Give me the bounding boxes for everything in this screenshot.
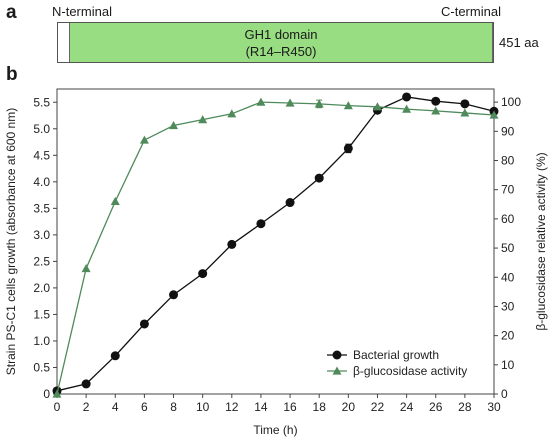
series-line	[56, 96, 495, 392]
data-point	[227, 109, 237, 118]
series-beta-glucosidase	[52, 97, 499, 398]
y-tick-label: 3.5	[33, 201, 50, 215]
x-tick-label: 30	[487, 400, 501, 414]
data-point	[285, 198, 295, 208]
data-point	[402, 92, 412, 102]
y-tick-label: 1.5	[33, 307, 50, 321]
x-tick-label: 28	[458, 400, 472, 414]
c-terminal-label: C-terminal	[441, 4, 501, 19]
y2-tick-label: 80	[501, 154, 515, 168]
data-point	[169, 120, 179, 130]
plot-frame	[56, 88, 495, 395]
axes: 0 2 4 6 8 10 12 14 16 18 20 22 24 26 28 3000.51.01.52.0…	[4, 88, 548, 437]
data-point	[343, 143, 353, 153]
data-point	[431, 96, 441, 106]
x-axis-label: Time (h)	[253, 423, 297, 437]
data-point	[285, 98, 295, 107]
x-tick-label: 24	[400, 400, 414, 414]
y2-tick-label: 0	[501, 387, 508, 401]
data-point	[110, 196, 120, 205]
x-tick-label: 18	[313, 400, 327, 414]
data-point	[460, 99, 470, 109]
y2-tick-label: 100	[501, 95, 521, 109]
y-tick-label: 2.0	[33, 281, 50, 295]
y-tick-label: 1.0	[33, 334, 50, 348]
data-point	[139, 319, 149, 329]
y2-tick-label: 20	[501, 329, 515, 343]
y2-tick-label: 90	[501, 124, 515, 138]
y2-tick-label: 30	[501, 299, 515, 313]
y-tick-label: 5.5	[33, 95, 50, 109]
data-point	[314, 173, 324, 183]
gh1-domain-box: GH1 domain (R14–R450)	[69, 23, 493, 62]
y-tick-label: 4.5	[33, 148, 50, 162]
data-point	[198, 115, 208, 124]
y-tick-label: 2.5	[33, 254, 50, 268]
domain-range: (R14–R450)	[245, 44, 317, 59]
panel-b-label: b	[6, 64, 18, 85]
chart-marks	[52, 92, 499, 398]
x-tick-label: 4	[112, 400, 119, 414]
y2-tick-label: 10	[501, 358, 515, 372]
y-axis-label: Strain PS-C1 cells growth (absorbance at…	[4, 108, 18, 375]
y2-tick-label: 40	[501, 270, 515, 284]
y2-tick-label: 50	[501, 241, 515, 255]
y-tick-label: 0	[43, 387, 50, 401]
x-tick-label: 16	[283, 400, 297, 414]
legend: Bacterial growth β-glucosidase activity	[327, 348, 467, 378]
x-tick-label: 14	[254, 400, 268, 414]
legend-marker	[332, 350, 342, 360]
y2-tick-label: 60	[501, 212, 515, 226]
data-point	[52, 389, 62, 398]
panel-a-label: a	[6, 2, 17, 23]
data-point	[81, 379, 91, 389]
x-tick-label: 26	[429, 400, 443, 414]
data-point	[402, 104, 412, 113]
data-point	[81, 263, 91, 273]
data-point	[256, 97, 266, 106]
x-tick-label: 10	[196, 400, 210, 414]
x-tick-label: 8	[170, 400, 177, 414]
data-point	[372, 102, 382, 111]
x-tick-label: 12	[225, 400, 239, 414]
data-point	[460, 108, 470, 117]
x-tick-label: 20	[342, 400, 356, 414]
x-tick-label: 2	[83, 400, 90, 414]
y2-axis-label: β-glucosidase relative activity (%)	[534, 152, 548, 330]
series-line	[56, 101, 495, 395]
protein-bar: GH1 domain (R14–R450)	[57, 22, 494, 63]
y-tick-label: 5.0	[33, 122, 50, 136]
y-tick-label: 0.5	[33, 360, 50, 374]
data-point	[343, 101, 353, 110]
data-point	[431, 106, 441, 115]
data-point	[489, 110, 499, 119]
data-point	[110, 351, 120, 361]
legend-marker	[332, 366, 342, 375]
y-tick-label: 4.0	[33, 175, 50, 189]
data-point	[169, 290, 179, 300]
legend-label: Bacterial growth	[353, 348, 439, 362]
legend-label: β-glucosidase activity	[353, 364, 467, 378]
data-point	[227, 239, 237, 249]
y-tick-label: 3.0	[33, 228, 50, 242]
data-point	[314, 99, 324, 108]
x-tick-label: 22	[371, 400, 385, 414]
data-point	[139, 135, 149, 144]
protein-length-label: 451 aa	[499, 35, 539, 50]
data-point	[198, 269, 208, 279]
domain-name: GH1 domain	[244, 27, 318, 42]
x-tick-label: 6	[141, 400, 148, 414]
x-tick-label: 0	[54, 400, 61, 414]
n-terminal-label: N-terminal	[52, 4, 112, 19]
y2-tick-label: 70	[501, 183, 515, 197]
data-point	[256, 219, 266, 229]
